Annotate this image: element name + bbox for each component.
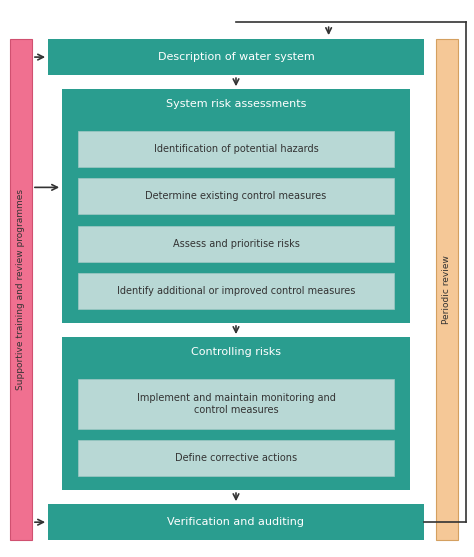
Bar bbox=[78, 178, 394, 214]
Bar bbox=[62, 337, 410, 490]
Text: Implement and maintain monitoring and
control measures: Implement and maintain monitoring and co… bbox=[137, 393, 336, 414]
Bar bbox=[78, 131, 394, 167]
Bar bbox=[436, 39, 458, 540]
Bar bbox=[78, 226, 394, 262]
Bar bbox=[78, 440, 394, 476]
Text: Determine existing control measures: Determine existing control measures bbox=[146, 192, 327, 201]
Bar bbox=[78, 379, 394, 429]
Text: System risk assessments: System risk assessments bbox=[166, 100, 306, 109]
Text: Define corrective actions: Define corrective actions bbox=[175, 453, 297, 463]
Text: Supportive training and review programmes: Supportive training and review programme… bbox=[17, 189, 26, 390]
Bar bbox=[62, 89, 410, 323]
Text: Verification and auditing: Verification and auditing bbox=[167, 517, 304, 527]
Text: Identify additional or improved control measures: Identify additional or improved control … bbox=[117, 286, 355, 296]
Text: Assess and prioritise risks: Assess and prioritise risks bbox=[173, 239, 300, 248]
Text: Identification of potential hazards: Identification of potential hazards bbox=[154, 144, 319, 154]
Bar bbox=[78, 273, 394, 309]
Text: Controlling risks: Controlling risks bbox=[191, 348, 281, 357]
Bar bbox=[48, 39, 424, 75]
Text: Description of water system: Description of water system bbox=[158, 52, 314, 62]
Text: Periodic review: Periodic review bbox=[443, 255, 452, 324]
Bar bbox=[10, 39, 32, 540]
Bar bbox=[48, 504, 424, 540]
